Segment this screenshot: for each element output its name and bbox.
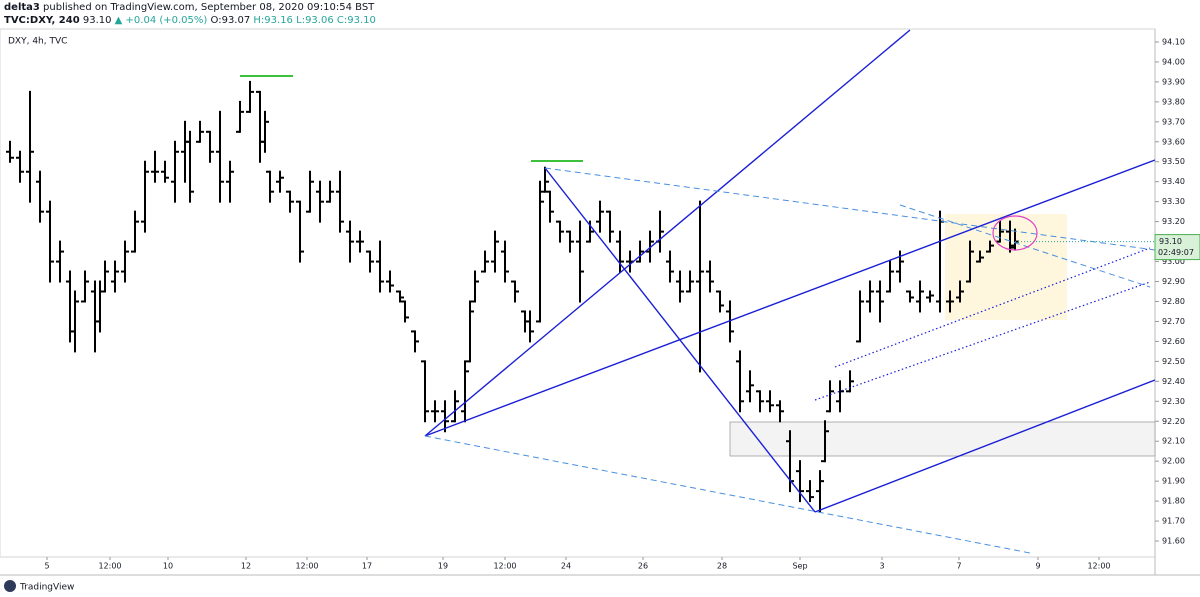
countdown: 02:49:07 [1158,248,1194,257]
ohlc-close: C:93.10 [336,15,376,26]
y-tick-label: 94.10 [1162,37,1185,46]
x-tick-label: 3 [879,562,884,571]
logo-icon [4,580,16,592]
trend-line [424,29,911,437]
x-tick-label: 19 [438,562,448,571]
y-tick-label: 92.30 [1162,397,1185,406]
dashed-line [899,204,1151,288]
pitchfork [424,29,1156,513]
published: published on TradingView.com, September … [43,2,375,13]
y-tick-label: 91.80 [1162,497,1185,506]
y-tick-label: 92.40 [1162,377,1185,386]
ohlc-open: O:93.07 [210,15,251,26]
y-tick-label: 93.00 [1162,257,1185,266]
x-tick-label: 26 [638,562,648,571]
y-tick-label: 93.90 [1162,77,1185,86]
change: ▲ +0.04 (+0.05%) [114,15,208,26]
price: 93.10 [82,15,112,26]
author[interactable]: delta3 [4,2,40,13]
y-tick-label: 93.30 [1162,197,1185,206]
x-tick-label: 24 [561,562,571,571]
y-tick-label: 93.40 [1162,177,1185,186]
y-tick-label: 92.00 [1162,457,1185,466]
ohlc-low: L:93.06 [296,15,334,26]
dashed-line [424,435,1031,554]
x-tick-label: 12:00 [295,562,318,571]
y-tick-label: 93.60 [1162,137,1185,146]
x-tick-label: 12:00 [1087,562,1110,571]
y-tick-label: 92.60 [1162,337,1185,346]
x-tick-label: 12:00 [98,562,121,571]
x-tick-label: 10 [163,562,173,571]
dashed-line [544,167,1156,251]
y-tick-label: 94.00 [1162,57,1185,66]
dotted-lines [814,247,1151,401]
brand[interactable]: TradingView [19,583,74,593]
trend-line [424,159,1156,437]
y-tick-label: 92.90 [1162,277,1185,286]
x-tick-label: 5 [44,562,49,571]
last-price-box [1154,234,1200,261]
zone-box [729,421,1156,457]
y-tick-label: 92.80 [1162,297,1185,306]
ohlc-high: H:93.16 [253,15,293,26]
y-tick-label: 91.70 [1162,517,1185,526]
y-tick-label: 93.80 [1162,97,1185,106]
dashed-lines [424,167,1156,554]
y-tick-label: 92.70 [1162,317,1185,326]
x-tick-label: 9 [1035,562,1040,571]
trend-line [814,379,1156,513]
publish-line: delta3 published on TradingView.com, Sep… [4,2,374,13]
x-tick-label: 28 [717,562,727,571]
x-tick-label: 12:00 [493,562,516,571]
y-tick-label: 92.20 [1162,417,1185,426]
quote-line: TVC:DXY, 240 93.10 ▲ +0.04 (+0.05%) O:93… [4,15,376,26]
y-tick-label: 92.10 [1162,437,1185,446]
dotted-line [834,247,1151,368]
x-tick-label: 12 [241,562,251,571]
x-tick-label: 17 [362,562,372,571]
chart-legend: DXY, 4h, TVC [8,37,67,47]
y-tick-label: 93.70 [1162,117,1185,126]
trend-line [544,167,816,513]
last-price-label: 93.10 [1159,237,1182,246]
circle-marker [992,215,1038,251]
y-tick-label: 93.20 [1162,217,1185,226]
y-tick-label: 91.60 [1162,537,1185,546]
x-tick-label: Sep [792,562,807,571]
y-tick-label: 92.50 [1162,357,1185,366]
x-tick-label: 7 [956,562,961,571]
bars [6,80,1019,513]
symbol: TVC:DXY, 240 [4,15,80,26]
y-tick-label: 91.90 [1162,477,1185,486]
y-tick-label: 93.50 [1162,157,1185,166]
